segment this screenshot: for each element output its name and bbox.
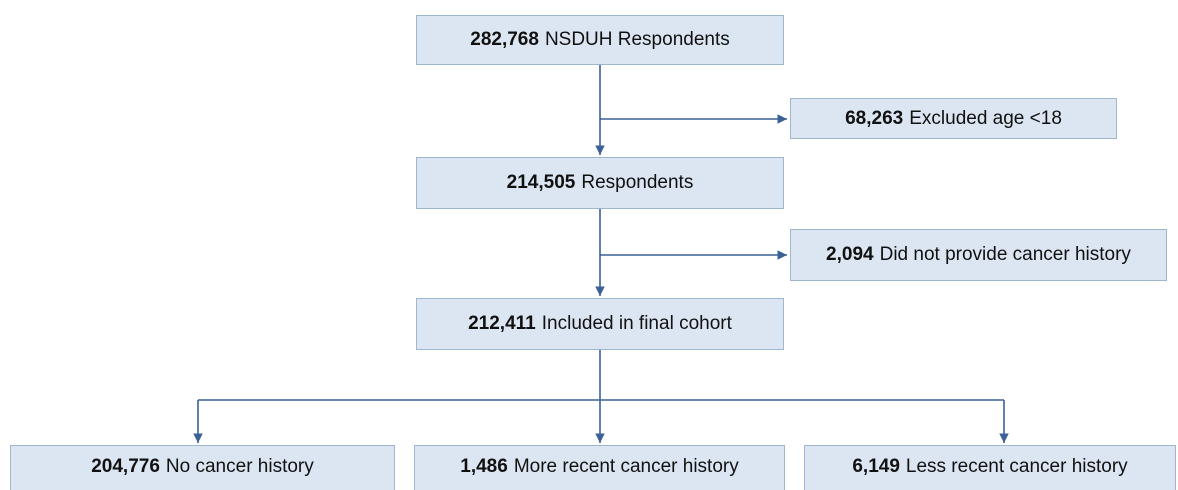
node: 214,505 Respondents [416, 157, 784, 209]
node: 68,263 Excluded age <18 [790, 98, 1117, 139]
node: 1,486 More recent cancer history [414, 445, 785, 490]
node-count: 214,505 [506, 172, 576, 193]
node-count: 1,486 [460, 456, 508, 477]
node: 6,149 Less recent cancer history [804, 445, 1176, 490]
node: 204,776 No cancer history [10, 445, 395, 490]
node-label: Excluded age <18 [909, 107, 1062, 129]
node-count: 6,149 [852, 456, 900, 477]
node-count: 2,094 [826, 244, 874, 265]
node-label: Did not provide cancer history [879, 244, 1131, 265]
node-count: 282,768 [470, 29, 539, 50]
node-label: NSDUH Respondents [544, 29, 730, 50]
node-label: More recent cancer history [513, 456, 739, 477]
node-label: Less recent cancer history [905, 456, 1128, 477]
node: 2,094 Did not provide cancer history [790, 229, 1167, 281]
node-label: Respondents [581, 172, 694, 193]
node-label: No cancer history [165, 456, 314, 477]
node: 212,411 Included in final cohort [416, 298, 784, 350]
node-count: 212,411 [468, 313, 536, 334]
node-label: Included in final cohort [541, 313, 732, 334]
node-count: 68,263 [845, 107, 904, 129]
node-count: 204,776 [91, 456, 160, 477]
node: 282,768 NSDUH Respondents [416, 15, 784, 65]
